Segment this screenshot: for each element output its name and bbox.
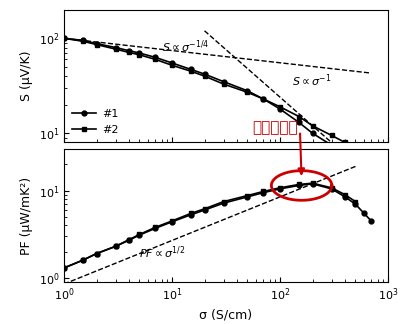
#1 (62, 36, 66, 40)
#1 (202, 72, 207, 76)
#2 (310, 124, 315, 128)
#1 (189, 213, 194, 217)
#2 (170, 63, 174, 67)
#2 (189, 69, 194, 73)
#1 (221, 201, 226, 205)
#1 (278, 107, 282, 111)
#2 (329, 133, 334, 137)
#2 (153, 57, 158, 61)
Line: #1: #1 (62, 36, 374, 169)
#1 (245, 195, 250, 199)
#2 (94, 42, 99, 46)
#1 (245, 89, 250, 93)
#2 (245, 90, 250, 94)
#1 (153, 55, 158, 59)
#2 (353, 146, 358, 150)
Text: $S \propto \sigma^{-1}$: $S \propto \sigma^{-1}$ (292, 72, 332, 89)
#1 (202, 208, 207, 212)
#1 (94, 42, 99, 46)
#1 (137, 51, 142, 55)
#1 (362, 160, 366, 164)
#1 (310, 182, 315, 186)
#1 (353, 202, 358, 206)
#1 (297, 183, 302, 187)
#2 (137, 53, 142, 57)
#2 (221, 82, 226, 86)
#1 (221, 80, 226, 84)
#1 (261, 97, 266, 101)
#1 (369, 219, 374, 223)
#1 (310, 131, 315, 135)
#2 (310, 181, 315, 185)
#1 (353, 156, 358, 160)
#2 (221, 200, 226, 203)
#1 (343, 149, 348, 153)
#1 (153, 226, 158, 230)
Y-axis label: PF (μW/mK²): PF (μW/mK²) (20, 177, 33, 255)
Line: #2: #2 (62, 181, 358, 271)
#1 (278, 187, 282, 191)
Text: $S \propto \sigma^{-1/4}$: $S \propto \sigma^{-1/4}$ (162, 39, 209, 55)
#2 (297, 182, 302, 186)
Text: $PF \propto \sigma^{1/2}$: $PF \propto \sigma^{1/2}$ (140, 245, 186, 261)
#2 (62, 266, 66, 270)
#1 (170, 220, 174, 224)
#2 (202, 207, 207, 211)
#1 (113, 244, 118, 248)
#1 (369, 164, 374, 168)
#2 (170, 219, 174, 223)
Line: #1: #1 (62, 181, 374, 271)
#2 (94, 252, 99, 256)
#1 (261, 191, 266, 195)
#2 (81, 39, 86, 43)
#2 (329, 186, 334, 190)
#1 (81, 258, 86, 262)
#1 (189, 67, 194, 71)
#2 (153, 226, 158, 229)
#1 (127, 238, 132, 242)
#2 (278, 186, 282, 190)
#1 (170, 61, 174, 65)
#2 (127, 237, 132, 241)
#2 (297, 115, 302, 119)
Y-axis label: S (μV/K): S (μV/K) (20, 51, 33, 101)
#2 (261, 97, 266, 101)
#2 (81, 258, 86, 262)
#1 (113, 46, 118, 50)
#1 (137, 233, 142, 237)
Text: ピーク発現: ピーク発現 (252, 120, 298, 135)
#1 (62, 266, 66, 270)
#2 (343, 193, 348, 197)
#2 (353, 200, 358, 203)
#2 (202, 74, 207, 78)
#1 (362, 211, 366, 215)
#2 (245, 194, 250, 198)
#1 (329, 143, 334, 147)
#1 (94, 252, 99, 256)
#2 (113, 47, 118, 51)
#2 (278, 105, 282, 109)
X-axis label: σ (S/cm): σ (S/cm) (200, 309, 252, 322)
#2 (189, 211, 194, 215)
#2 (137, 233, 142, 237)
#2 (113, 244, 118, 248)
#1 (127, 49, 132, 53)
#1 (81, 39, 86, 42)
#2 (261, 190, 266, 193)
#1 (343, 195, 348, 199)
#1 (297, 121, 302, 124)
#2 (343, 141, 348, 145)
#1 (329, 187, 334, 191)
Legend: #1, #2: #1, #2 (70, 107, 120, 137)
#2 (62, 36, 66, 40)
#2 (127, 51, 132, 54)
Line: #2: #2 (62, 36, 358, 150)
